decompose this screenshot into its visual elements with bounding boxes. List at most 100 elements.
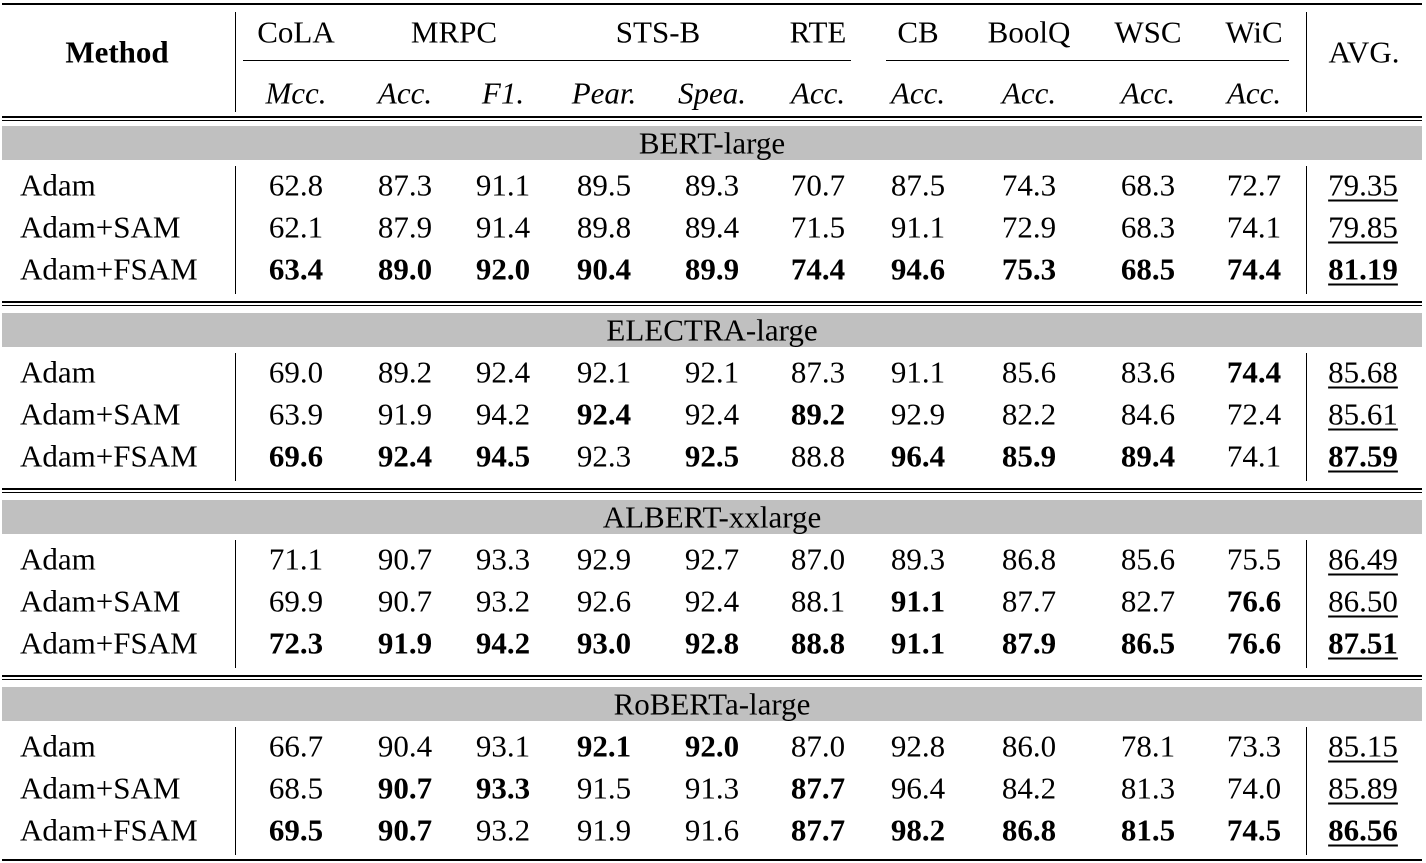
table-cell: 69.5 (268, 812, 324, 848)
group-title: RoBERTa-large (613, 686, 811, 722)
method-name: Adam (20, 354, 96, 390)
table-cell: 69.6 (268, 438, 324, 474)
table-cell: 87.3 (790, 354, 846, 390)
table-cell: 82.7 (1120, 583, 1176, 619)
table-cell: 87.0 (790, 541, 846, 577)
table-cell: 63.4 (268, 251, 324, 287)
metric-header: Pear. (571, 75, 637, 111)
table-cell: 76.6 (1226, 625, 1282, 661)
table-cell: 89.3 (890, 541, 946, 577)
column-divider (235, 540, 236, 668)
table-cell: 90.4 (576, 251, 632, 287)
group-separator-rule-2 (2, 679, 1422, 680)
group-separator-rule-2 (2, 492, 1422, 493)
method-name: Adam (20, 167, 96, 203)
table-cell: 87.9 (1001, 625, 1057, 661)
table-cell: 91.5 (576, 770, 632, 806)
table-cell: 92.4 (684, 396, 740, 432)
method-name: Adam+SAM (20, 770, 181, 806)
method-name: Adam+SAM (20, 583, 181, 619)
table-cell: 86.5 (1120, 625, 1176, 661)
avg-cell: 81.19 (1328, 251, 1398, 287)
table-cell: 90.7 (377, 583, 433, 619)
table-cell: 92.8 (684, 625, 740, 661)
column-divider (235, 727, 236, 855)
table-cell: 94.6 (890, 251, 946, 287)
column-divider (1306, 727, 1307, 855)
table-cell: 91.9 (377, 625, 433, 661)
table-cell: 62.1 (268, 209, 324, 245)
table-cell: 92.6 (576, 583, 632, 619)
table-cell: 92.5 (684, 438, 740, 474)
table-cell: 78.1 (1120, 728, 1176, 764)
table-cell: 96.4 (890, 770, 946, 806)
header-bottom-rule-2 (2, 120, 1422, 121)
table-cell: 72.3 (268, 625, 324, 661)
table-cell: 92.0 (684, 728, 740, 764)
header-avg-divider (1306, 12, 1307, 112)
avg-cell: 85.61 (1328, 396, 1398, 432)
table-cell: 74.4 (790, 251, 846, 287)
table-cell: 91.9 (377, 396, 433, 432)
table-cell: 92.1 (576, 354, 632, 390)
table-cell: 92.7 (684, 541, 740, 577)
table-cell: 89.4 (1120, 438, 1176, 474)
avg-cell: 86.50 (1328, 583, 1398, 619)
table-cell: 92.4 (576, 396, 632, 432)
avg-header: AVG. (1328, 34, 1400, 70)
bottom-rule (2, 859, 1422, 861)
glue-cmidrule (243, 60, 851, 61)
table-cell: 91.1 (890, 625, 946, 661)
avg-cell: 86.49 (1328, 541, 1398, 577)
table-cell: 73.3 (1226, 728, 1282, 764)
table-cell: 96.4 (890, 438, 946, 474)
table-cell: 88.8 (790, 625, 846, 661)
table-cell: 94.2 (475, 396, 531, 432)
table-cell: 92.3 (576, 438, 632, 474)
method-header: Method (65, 34, 169, 70)
method-name: Adam+SAM (20, 396, 181, 432)
table-cell: 89.4 (684, 209, 740, 245)
group-band (2, 687, 1422, 721)
table-cell: 74.0 (1226, 770, 1282, 806)
table-cell: 87.0 (790, 728, 846, 764)
table-cell: 74.1 (1226, 209, 1282, 245)
table-cell: 84.2 (1001, 770, 1057, 806)
method-name: Adam+FSAM (20, 251, 198, 287)
table-cell: 92.4 (684, 583, 740, 619)
table-cell: 68.5 (268, 770, 324, 806)
table-cell: 91.1 (475, 167, 531, 203)
metric-header: Acc. (890, 75, 946, 111)
table-cell: 92.9 (890, 396, 946, 432)
column-divider (1306, 166, 1307, 294)
table-cell: 83.6 (1120, 354, 1176, 390)
table-cell: 72.9 (1001, 209, 1057, 245)
table-cell: 92.4 (377, 438, 433, 474)
table-cell: 87.3 (377, 167, 433, 203)
task-header: BoolQ (987, 14, 1071, 50)
table-cell: 91.4 (475, 209, 531, 245)
table-cell: 89.8 (576, 209, 632, 245)
task-header: RTE (789, 14, 847, 50)
method-name: Adam+FSAM (20, 625, 198, 661)
column-divider (235, 353, 236, 481)
table-cell: 87.9 (377, 209, 433, 245)
avg-cell: 87.59 (1328, 438, 1398, 474)
task-header: CB (897, 14, 939, 50)
task-header: WSC (1114, 14, 1182, 50)
method-name: Adam (20, 728, 96, 764)
avg-cell: 79.85 (1328, 209, 1398, 245)
metric-header: F1. (481, 75, 525, 111)
table-cell: 76.6 (1226, 583, 1282, 619)
table-cell: 74.3 (1001, 167, 1057, 203)
table-cell: 70.7 (790, 167, 846, 203)
avg-cell: 85.68 (1328, 354, 1398, 390)
table-cell: 89.2 (790, 396, 846, 432)
table-cell: 71.1 (268, 541, 324, 577)
group-separator-rule (2, 675, 1422, 677)
table-cell: 93.1 (475, 728, 531, 764)
table-cell: 63.9 (268, 396, 324, 432)
table-cell: 86.8 (1001, 541, 1057, 577)
table-cell: 89.0 (377, 251, 433, 287)
